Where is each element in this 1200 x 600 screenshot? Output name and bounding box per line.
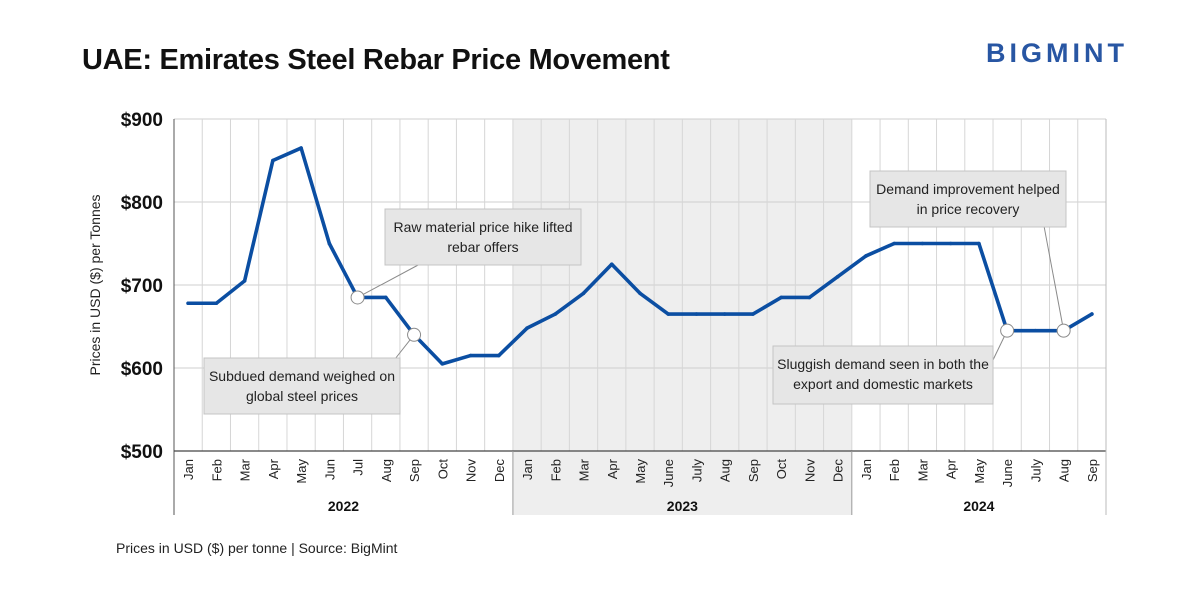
data-point <box>694 312 699 316</box>
y-axis-title: Prices in USD ($) per Tonnes <box>87 194 103 375</box>
callout-text: in price recovery <box>917 201 1020 217</box>
data-point <box>722 312 727 316</box>
x-tick-label: Oct <box>435 459 450 480</box>
data-point <box>1033 328 1038 333</box>
data-point <box>214 301 219 306</box>
callout-marker <box>1000 323 1015 338</box>
x-tick-label: May <box>633 459 648 484</box>
y-tick-label: $700 <box>121 276 163 297</box>
x-tick-label: Sep <box>746 459 761 482</box>
x-tick-label: Jan <box>181 459 196 480</box>
callout-marker <box>1056 323 1071 338</box>
data-point <box>271 158 275 163</box>
x-tick-label: Aug <box>379 459 394 482</box>
x-tick-label: May <box>294 459 309 484</box>
x-tick-label: Aug <box>1057 459 1072 482</box>
data-point <box>1090 312 1094 316</box>
data-point <box>468 353 473 358</box>
x-tick-label: Jun <box>322 459 337 480</box>
x-tick-label: Apr <box>266 458 281 479</box>
callout-leader <box>1043 225 1065 331</box>
callout-box <box>869 170 1067 228</box>
x-tick-label: Mar <box>915 458 930 481</box>
x-tick-label: July <box>1028 459 1043 483</box>
x-tick-label: June <box>661 459 676 487</box>
data-point <box>977 241 981 246</box>
callout-text: Sluggish demand seen in both the <box>777 356 989 372</box>
x-tick-label: Sep <box>1085 459 1100 482</box>
year-label-2022: 2022 <box>328 498 359 514</box>
data-point <box>920 241 925 246</box>
data-point <box>525 326 529 330</box>
y-tick-label: $600 <box>121 359 163 380</box>
callout-text: Raw material price hike lifted <box>394 219 573 235</box>
x-tick-label: Nov <box>802 459 817 483</box>
x-tick-label: Dec <box>831 459 846 483</box>
x-tick-label: Feb <box>548 459 563 481</box>
source-note: Prices in USD ($) per tonne | Source: Bi… <box>116 540 398 556</box>
x-tick-label: Feb <box>209 459 224 481</box>
x-tick-label: Feb <box>887 459 902 481</box>
year-label-2024: 2024 <box>963 498 994 514</box>
bigmint-logo: BIGMINT <box>986 38 1128 68</box>
x-tick-label: Mar <box>577 458 592 481</box>
y-tick-label: $500 <box>121 442 163 463</box>
data-point <box>384 295 388 300</box>
x-tick-label: Mar <box>238 458 253 481</box>
data-point <box>440 362 445 366</box>
x-tick-label: Jan <box>859 459 874 480</box>
callout-marker <box>350 290 365 305</box>
callout-box <box>384 208 582 266</box>
year-label-2023: 2023 <box>667 498 698 514</box>
data-point <box>666 312 671 316</box>
callout-box <box>203 357 401 415</box>
callout-box <box>772 345 994 405</box>
data-point <box>299 146 303 150</box>
x-tick-label: July <box>689 459 704 483</box>
x-tick-label: Jan <box>520 459 535 480</box>
data-point <box>807 295 812 300</box>
x-tick-label: May <box>972 459 987 484</box>
x-tick-label: Dec <box>492 459 507 483</box>
callout-text: Subdued demand weighed on <box>209 368 395 384</box>
callout-marker <box>407 327 422 342</box>
data-point <box>638 291 642 296</box>
x-tick-label: Apr <box>605 458 620 479</box>
x-tick-label: Apr <box>944 458 959 479</box>
data-point <box>779 295 784 300</box>
data-point <box>186 301 190 306</box>
data-point <box>864 254 868 258</box>
chart-title: UAE: Emirates Steel Rebar Price Movement <box>82 44 670 76</box>
data-point <box>327 241 332 246</box>
callout-text: export and domestic markets <box>793 376 973 392</box>
callout-text: rebar offers <box>447 239 518 255</box>
data-point <box>751 312 755 316</box>
x-tick-label: Jul <box>351 459 366 476</box>
callout-text: global steel prices <box>246 388 358 404</box>
data-point <box>553 312 558 316</box>
y-tick-label: $900 <box>121 110 163 131</box>
x-tick-label: Aug <box>718 459 733 482</box>
callout-leader <box>357 263 421 298</box>
data-point <box>835 274 840 279</box>
x-tick-label: June <box>1000 459 1015 487</box>
x-tick-label: Nov <box>464 459 479 483</box>
data-point <box>581 291 586 296</box>
data-point <box>892 241 896 246</box>
data-point <box>242 279 247 283</box>
y-tick-label: $800 <box>121 193 163 214</box>
data-point <box>609 262 614 267</box>
callout-text: Demand improvement helped <box>876 181 1060 197</box>
data-point <box>948 241 953 246</box>
x-tick-label: Sep <box>407 459 422 482</box>
data-point <box>496 353 501 358</box>
x-tick-label: Oct <box>774 459 789 480</box>
